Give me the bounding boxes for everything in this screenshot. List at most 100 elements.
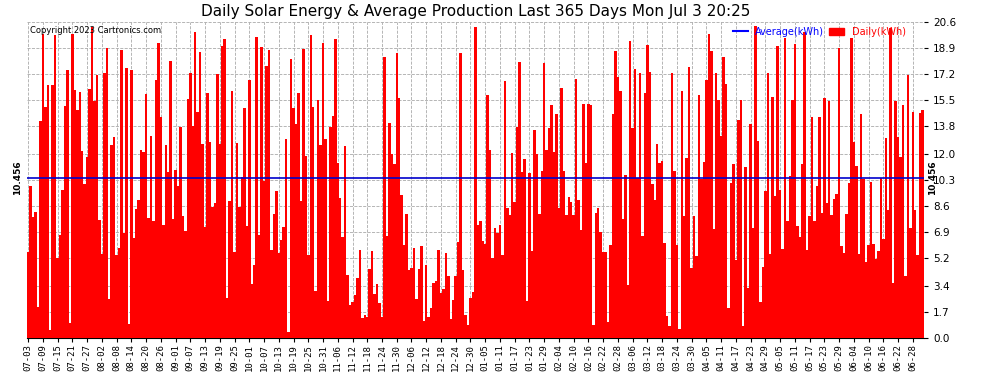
Bar [143,153,145,338]
Bar [128,324,130,338]
Bar [244,108,246,338]
Bar [733,164,735,338]
Bar [779,190,781,338]
Bar [339,198,342,338]
Bar [356,278,358,338]
Bar [42,34,45,338]
Bar [449,320,452,338]
Bar [179,127,182,338]
Bar [50,330,51,338]
Bar [292,108,295,338]
Bar [826,203,828,338]
Bar [481,241,484,338]
Bar [277,253,280,338]
Bar [751,228,754,338]
Bar [438,250,440,338]
Bar [106,48,108,338]
Bar [125,68,128,338]
Bar [552,152,555,338]
Bar [880,178,882,338]
Bar [821,213,823,338]
Bar [494,228,496,338]
Bar [919,113,922,338]
Bar [378,303,381,338]
Bar [334,39,337,338]
Bar [204,227,206,338]
Bar [315,291,317,338]
Bar [690,268,693,338]
Bar [96,75,98,338]
Bar [295,124,297,338]
Bar [101,254,103,338]
Bar [322,43,325,338]
Bar [847,183,850,338]
Bar [489,150,491,338]
Bar [462,270,464,338]
Bar [285,139,287,338]
Bar [857,254,860,338]
Bar [329,127,332,338]
Bar [816,186,818,338]
Bar [609,245,612,338]
Bar [430,308,433,338]
Bar [582,104,585,338]
Bar [149,136,152,338]
Bar [491,258,494,338]
Bar [718,100,720,338]
Bar [236,143,239,338]
Bar [705,80,708,338]
Bar [56,258,58,338]
Bar [371,251,373,338]
Bar [305,156,307,338]
Bar [368,269,371,338]
Bar [73,90,76,338]
Bar [742,326,744,338]
Bar [744,167,746,338]
Bar [138,200,140,338]
Bar [543,63,545,338]
Bar [413,248,415,338]
Bar [221,46,224,338]
Bar [307,255,310,338]
Bar [791,100,794,338]
Bar [877,251,880,338]
Bar [433,283,435,338]
Bar [904,276,907,338]
Bar [668,326,671,338]
Bar [388,123,391,338]
Bar [764,191,766,338]
Bar [135,209,138,338]
Bar [713,229,715,338]
Bar [327,301,329,338]
Bar [922,110,924,338]
Bar [560,88,562,338]
Bar [120,50,123,338]
Bar [766,73,769,338]
Bar [408,270,410,338]
Bar [642,236,644,338]
Bar [688,67,690,338]
Bar [162,225,164,338]
Bar [595,213,597,338]
Bar [196,111,199,338]
Bar [45,107,47,338]
Bar [756,141,759,338]
Bar [786,220,789,338]
Bar [562,171,565,338]
Bar [312,107,315,338]
Bar [612,114,614,338]
Bar [373,294,376,338]
Bar [231,91,234,338]
Bar [865,262,867,338]
Bar [912,112,914,338]
Bar [71,34,73,338]
Bar [774,196,776,338]
Bar [511,153,514,338]
Bar [474,27,476,338]
Bar [602,252,604,338]
Bar [386,236,388,338]
Bar [30,186,32,338]
Bar [708,34,710,338]
Bar [471,292,474,338]
Bar [882,238,884,338]
